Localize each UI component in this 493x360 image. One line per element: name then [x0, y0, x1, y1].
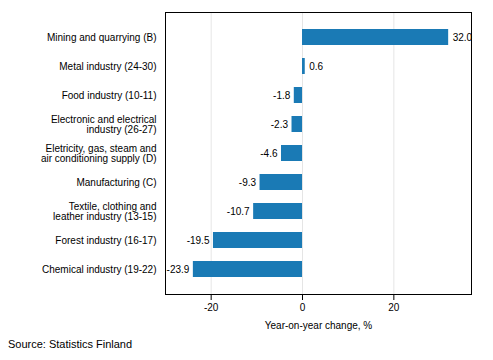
svg-text:Manufacturing (C): Manufacturing (C) [76, 177, 156, 188]
svg-text:-19.5: -19.5 [187, 235, 210, 246]
svg-text:0.6: 0.6 [309, 61, 323, 72]
svg-text:-1.8: -1.8 [273, 90, 291, 101]
svg-text:-9.3: -9.3 [239, 177, 257, 188]
svg-text:Metal industry (24-30): Metal industry (24-30) [59, 61, 156, 72]
html-text:Source: Statistics Finland: Source: Statistics Finland [8, 338, 133, 350]
svg-text:32.0: 32.0 [453, 32, 473, 43]
svg-text:-23.9: -23.9 [167, 264, 190, 275]
svg-text:-20: -20 [204, 302, 219, 313]
svg-text:-4.6: -4.6 [260, 148, 278, 159]
svg-text:Forest industry (16-17): Forest industry (16-17) [55, 235, 156, 246]
svg-text:Year-on-year change, %: Year-on-year change, % [265, 320, 373, 331]
svg-text:Food industry (10-11): Food industry (10-11) [62, 90, 157, 101]
svg-text:20: 20 [388, 302, 400, 313]
svg-text:Textile, clothing andleather i: Textile, clothing andleather industry (1… [53, 201, 156, 222]
svg-text:Electronic and electricalindus: Electronic and electricalindustry (26-27… [51, 114, 157, 135]
svg-text:-10.7: -10.7 [227, 206, 250, 217]
svg-text:Eletricity, gas, steam andair: Eletricity, gas, steam andair conditioni… [41, 143, 157, 164]
svg-text:-2.3: -2.3 [271, 119, 289, 130]
svg-text:Chemical industry (19-22): Chemical industry (19-22) [42, 264, 157, 275]
svg-text:Mining and quarrying (B): Mining and quarrying (B) [47, 32, 157, 43]
svg-text:0: 0 [300, 302, 306, 313]
